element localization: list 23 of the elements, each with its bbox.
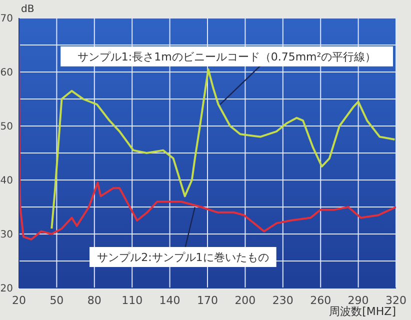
y-tick-label: 30 xyxy=(0,230,13,241)
annotation: サンプル2:サンプル1に巻いたもの xyxy=(97,251,269,264)
annotation: サンプル1:長さ1mのビニールコード（0.75mm²の平行線） xyxy=(77,50,376,64)
y-tick-label: 50 xyxy=(0,122,13,133)
x-tick-label: 320 xyxy=(386,294,406,307)
x-tick-label: 290 xyxy=(348,294,369,307)
x-tick-label: 140 xyxy=(159,294,180,307)
y-tick-label: 60 xyxy=(0,68,13,79)
x-tick-label: 110 xyxy=(122,294,143,307)
line-series xyxy=(19,33,396,240)
y-axis-title: dB xyxy=(21,4,34,15)
x-tick-label: 80 xyxy=(87,294,102,307)
y-tick-label: 40 xyxy=(0,176,13,187)
x-tick-label: 170 xyxy=(197,294,218,307)
x-axis-title: 周波数[MHZ] xyxy=(329,305,396,318)
x-tick-label: 230 xyxy=(272,294,294,307)
y-tick-label: 20 xyxy=(0,284,13,295)
x-tick-label: 20 xyxy=(12,294,26,307)
x-tick-label: 260 xyxy=(310,294,332,307)
x-tick-label: 200 xyxy=(234,294,256,307)
y-tick-label: 70 xyxy=(0,14,13,25)
x-tick-label: 50 xyxy=(50,294,64,307)
line-series xyxy=(50,68,396,230)
